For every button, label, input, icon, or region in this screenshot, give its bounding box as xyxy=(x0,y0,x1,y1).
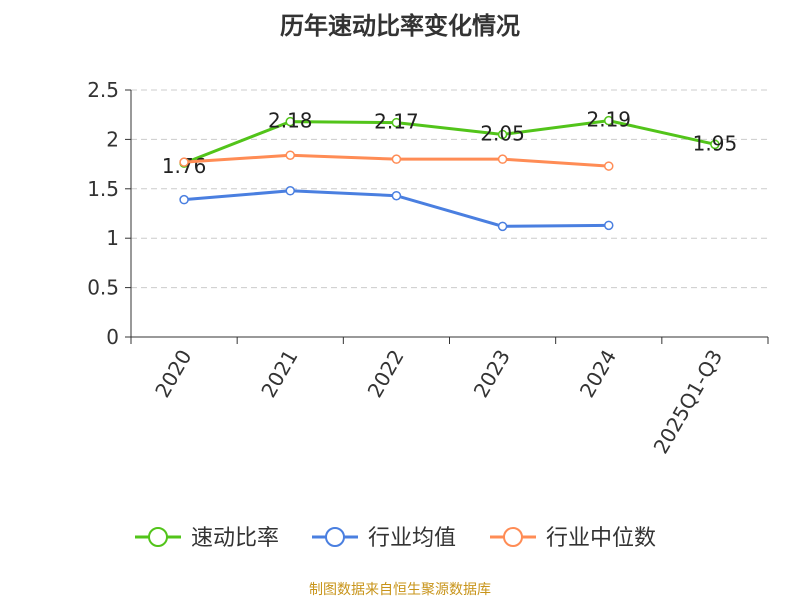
x-tick-label: 2020 xyxy=(150,346,196,402)
x-tick-label: 2022 xyxy=(363,346,409,402)
data-point xyxy=(179,157,189,167)
data-point xyxy=(285,116,295,127)
data-point xyxy=(391,190,402,201)
y-tick-label: 0 xyxy=(106,325,119,349)
legend-marker xyxy=(503,527,523,547)
data-point xyxy=(285,150,295,160)
data-label: 2.17 xyxy=(374,110,419,134)
chart-title: 历年速动比率变化情况 xyxy=(280,12,520,40)
data-point xyxy=(604,220,614,231)
data-point xyxy=(179,194,189,205)
data-label: 2.18 xyxy=(268,109,313,133)
y-tick-label: 0.5 xyxy=(87,276,119,300)
y-tick-label: 1 xyxy=(106,226,119,250)
x-tick-label: 2023 xyxy=(469,346,515,402)
legend-label: 行业中位数 xyxy=(546,526,656,551)
data-point xyxy=(285,186,295,196)
series-line-0 xyxy=(183,119,716,165)
legend-marker xyxy=(148,527,168,547)
data-point xyxy=(391,117,402,128)
data-point xyxy=(604,161,614,171)
x-tick-label: 2024 xyxy=(575,346,621,402)
legend-marker xyxy=(325,527,345,547)
legend-label: 速动比率 xyxy=(191,526,279,551)
data-label: 2.05 xyxy=(480,121,525,145)
x-tick-label: 2025Q1-Q3 xyxy=(649,346,728,458)
source-note: 制图数据来自恒生聚源数据库 xyxy=(309,582,491,598)
y-tick-label: 2.5 xyxy=(87,78,119,102)
data-label: 1.95 xyxy=(693,131,738,155)
data-point xyxy=(391,154,402,164)
x-tick-label: 2021 xyxy=(256,346,302,402)
data-point xyxy=(497,154,508,164)
data-point xyxy=(497,221,508,232)
legend-label: 行业均值 xyxy=(368,526,456,551)
y-tick-label: 1.5 xyxy=(87,177,119,201)
data-point xyxy=(497,129,508,140)
data-point xyxy=(604,115,614,126)
data-point xyxy=(710,139,720,150)
y-tick-label: 2 xyxy=(106,127,119,151)
data-label: 2.19 xyxy=(586,108,631,132)
